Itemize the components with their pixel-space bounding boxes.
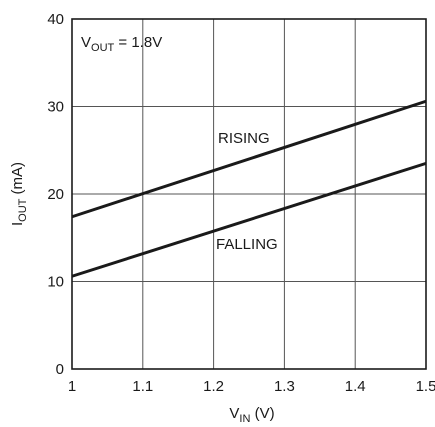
- x-tick-label-3: 1.3: [274, 378, 295, 395]
- x-tick-label-4: 1.4: [345, 378, 366, 395]
- plot-frame: [71, 18, 427, 370]
- x-tick-label-5: 1.5: [416, 378, 435, 395]
- x-axis-label-sub: IN: [239, 413, 250, 425]
- y-axis-label: IOUT (mA): [9, 162, 29, 226]
- x-tick-label-0: 1: [68, 378, 76, 395]
- x-tick-label-1: 1.1: [132, 378, 153, 395]
- series-label-rising: RISING: [218, 130, 270, 147]
- series-line-falling: [71, 161, 427, 278]
- y-tick-label-2: 20: [47, 186, 64, 203]
- y-tick-label-4: 40: [47, 11, 64, 28]
- grid-lines: [72, 19, 426, 369]
- x-axis-label-main: V: [229, 405, 239, 422]
- series-line-rising: [71, 99, 427, 219]
- y-axis-label-main: I: [9, 222, 26, 226]
- x-axis-label: VIN (V): [229, 405, 274, 425]
- tick-labels: 1 1.1 1.2 1.3 1.4 1.5 0 10 20 30 40: [47, 11, 435, 395]
- y-tick-label-3: 30: [47, 99, 64, 116]
- series-label-falling: FALLING: [216, 236, 278, 253]
- x-axis-label-unit: (V): [250, 405, 274, 422]
- vout-annotation-rest: = 1.8V: [114, 34, 162, 51]
- y-axis-label-sub: OUT: [17, 198, 29, 222]
- x-tick-label-2: 1.2: [203, 378, 224, 395]
- series-lines: [71, 99, 427, 278]
- vout-annotation-main: V: [81, 34, 91, 51]
- y-tick-label-0: 0: [56, 361, 64, 378]
- y-tick-label-1: 10: [47, 274, 64, 291]
- y-axis-label-unit: (mA): [9, 162, 26, 199]
- vout-annotation-sub: OUT: [91, 42, 115, 54]
- vout-annotation: VOUT = 1.8V: [81, 34, 162, 54]
